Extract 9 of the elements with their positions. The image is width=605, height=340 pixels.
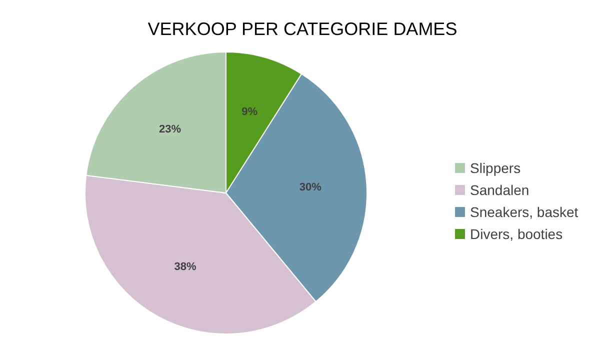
data-label: 9%: [242, 106, 258, 118]
chart-title: VERKOOP PER CATEGORIE DAMES: [148, 19, 458, 39]
data-label: 30%: [299, 182, 322, 194]
legend-label: Sneakers, basket: [470, 204, 578, 220]
legend-label: Slippers: [470, 160, 521, 176]
legend-label: Sandalen: [470, 182, 530, 198]
legend-label: Divers, booties: [470, 226, 563, 242]
data-label: 38%: [174, 261, 196, 274]
data-label: 23%: [159, 124, 182, 136]
